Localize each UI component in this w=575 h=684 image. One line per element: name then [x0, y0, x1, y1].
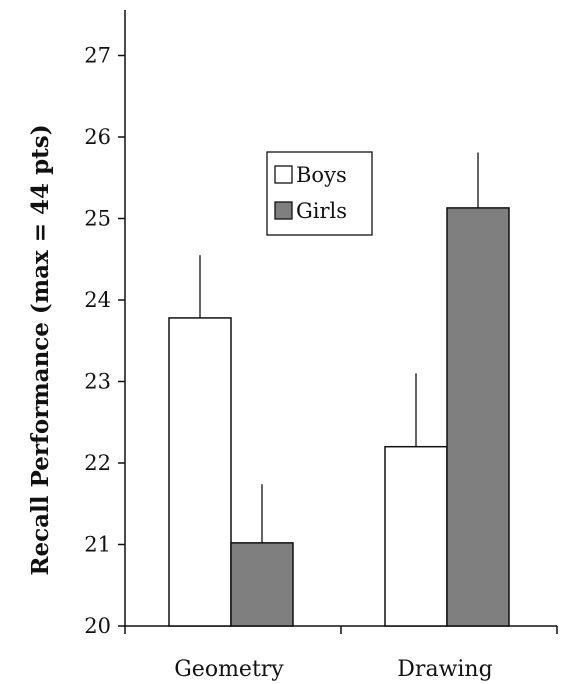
- legend-swatch-boys: [274, 165, 293, 184]
- y-tick-label: 21: [84, 533, 111, 557]
- x-category-label: Drawing: [397, 657, 492, 682]
- legend-label-girls: Girls: [296, 199, 347, 223]
- bar-boys-geometry: [168, 317, 232, 627]
- y-tick-label: 22: [84, 451, 111, 475]
- bar-girls-drawing: [446, 207, 510, 627]
- error-bars: [199, 152, 479, 543]
- bar-girls-geometry: [230, 542, 294, 627]
- bars: [168, 207, 510, 627]
- y-tick-label: 24: [84, 288, 111, 312]
- bar-boys-drawing: [384, 445, 448, 627]
- y-axis-title: Recall Performance (max = 44 pts): [27, 124, 54, 575]
- legend-label-boys: Boys: [296, 163, 347, 187]
- y-tick-label: 23: [84, 370, 111, 394]
- legend: Boys Girls: [266, 151, 373, 236]
- y-tick-label: 20: [84, 614, 111, 638]
- y-tick-label: 27: [84, 44, 111, 68]
- y-tick-label: 26: [84, 125, 111, 149]
- y-tick-label: 25: [84, 207, 111, 231]
- x-category-label: Geometry: [174, 657, 284, 682]
- legend-swatch-girls: [274, 201, 293, 220]
- axis-labels: 20 21 22 23 24 25 26 27 Geometry Drawing Recall Pe…: [27, 44, 493, 683]
